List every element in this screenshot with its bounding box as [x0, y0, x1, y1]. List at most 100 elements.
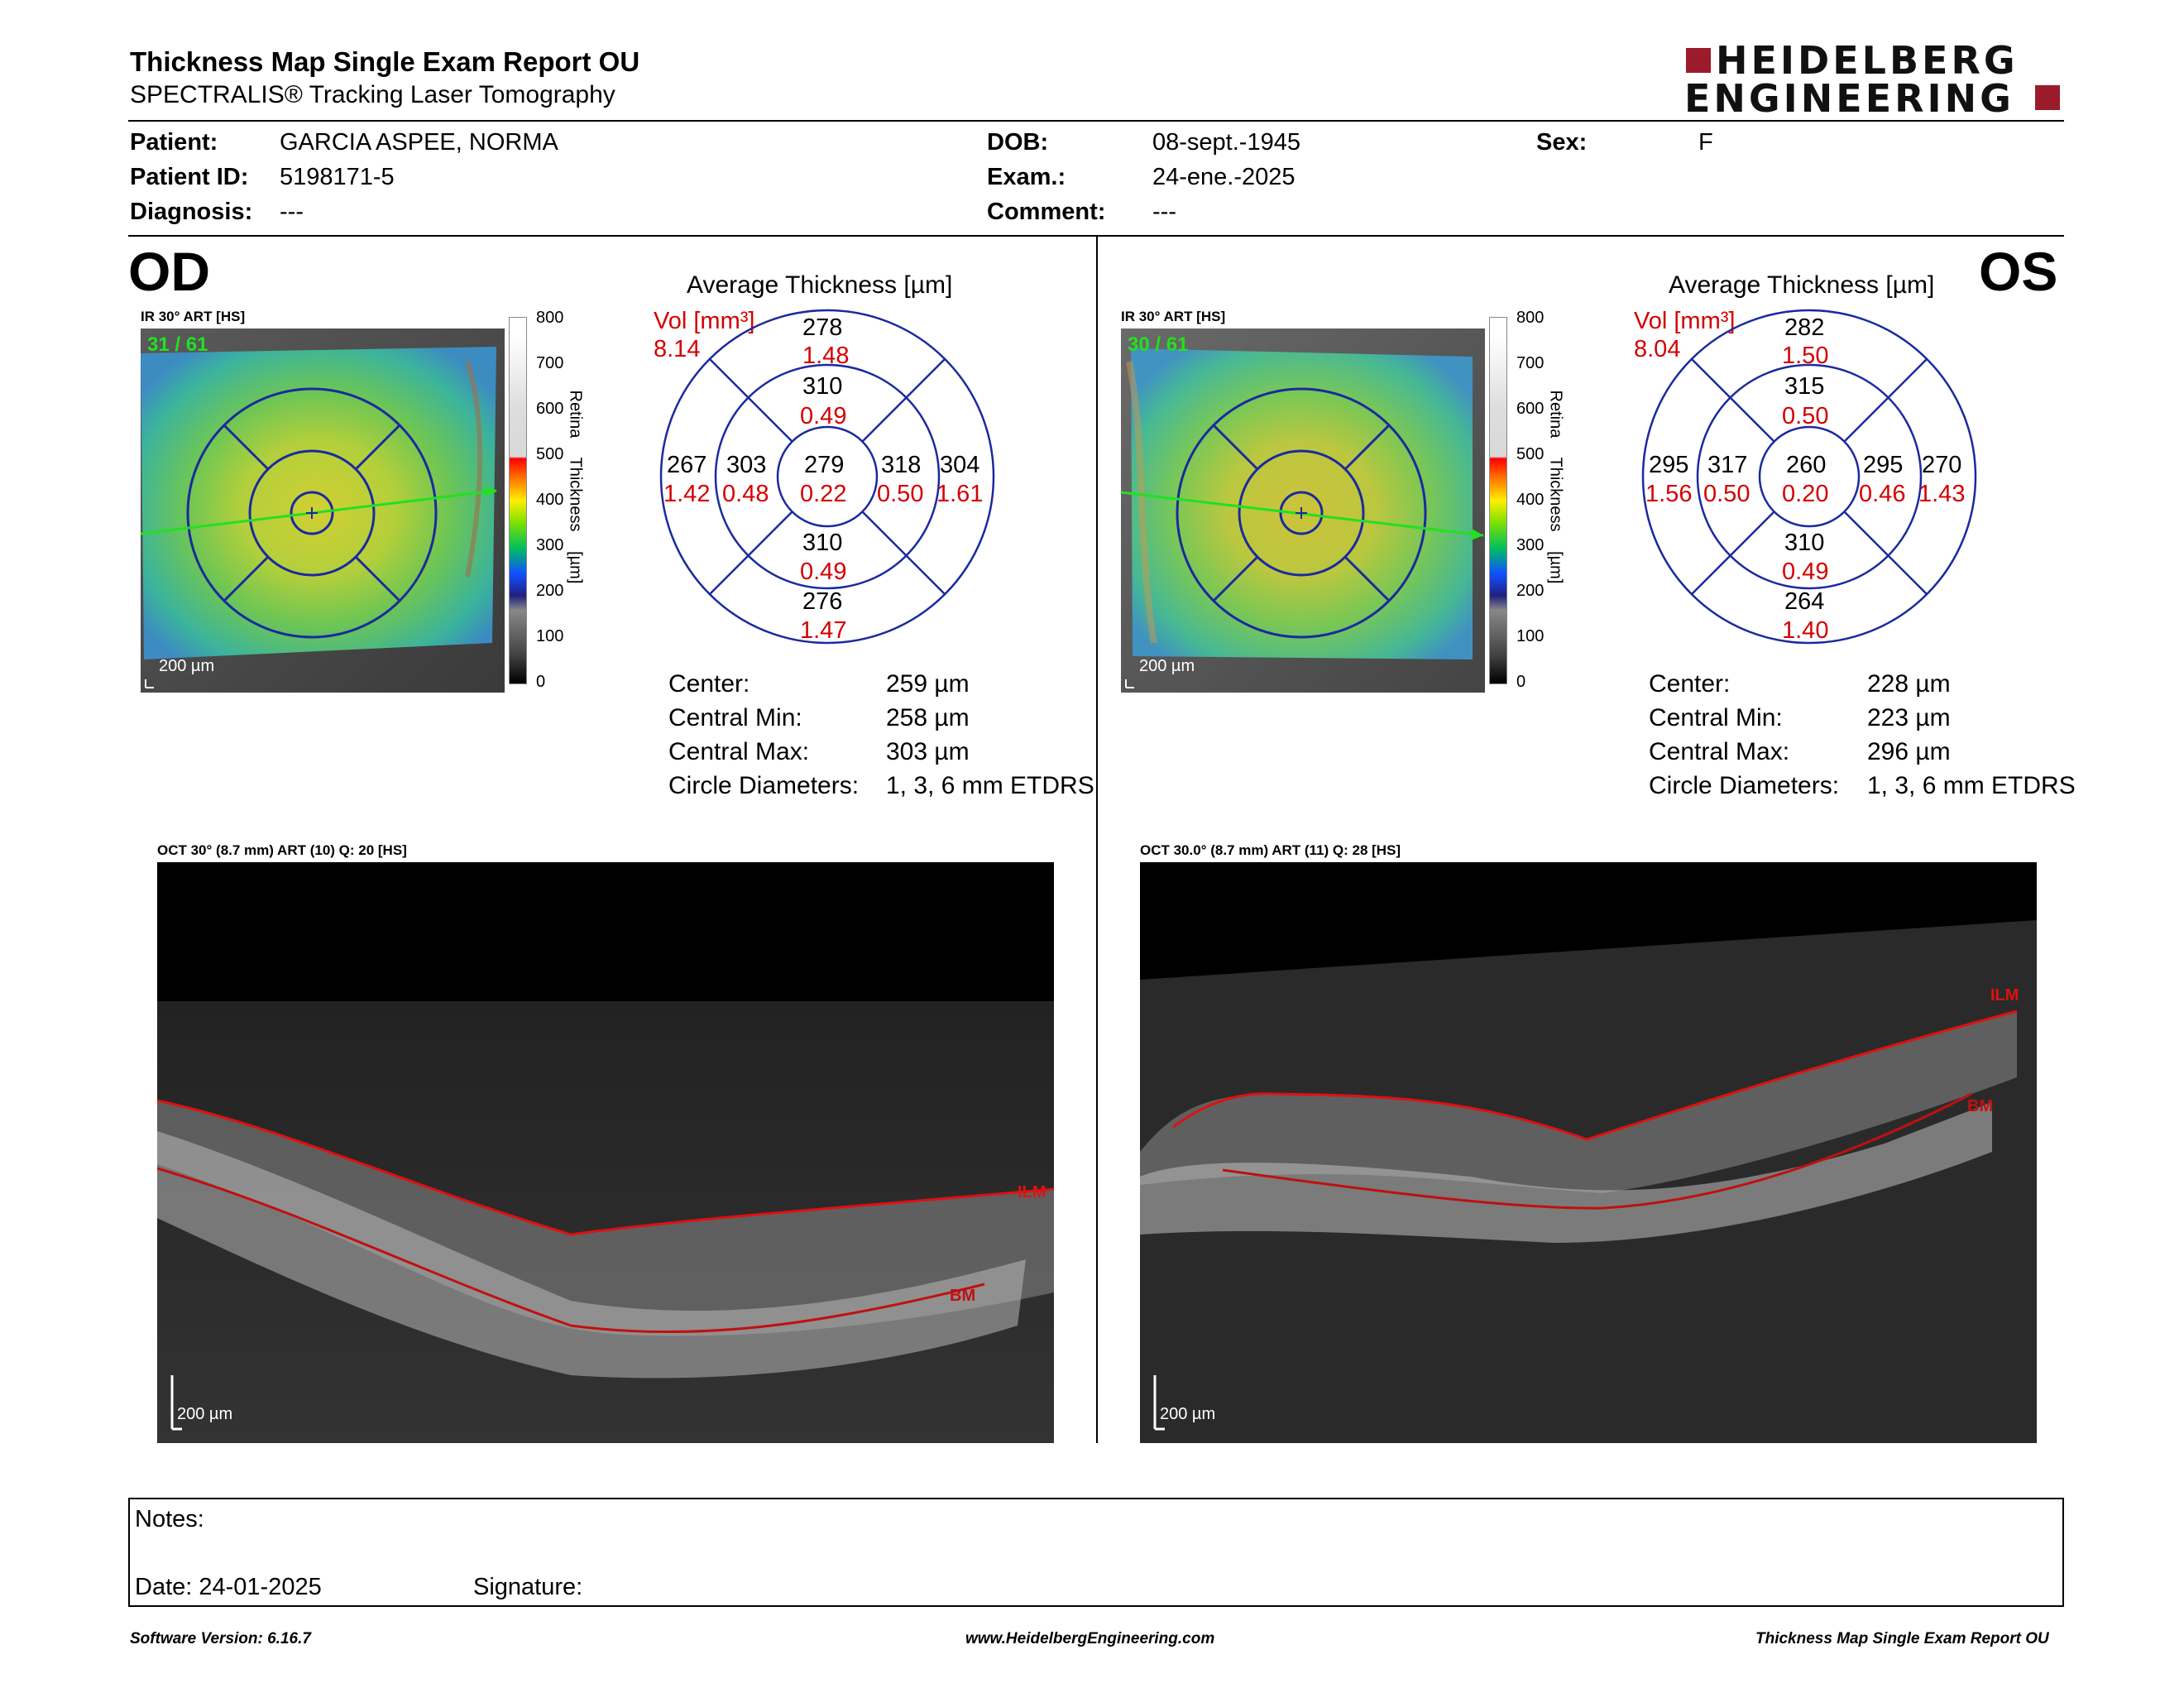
od-ilm-label: ILM	[1018, 1183, 1046, 1201]
od-inner-sup-vol: 0.49	[800, 403, 847, 429]
od-stat-value: 1, 3, 6 mm ETDRS	[886, 772, 1094, 799]
os-stat-value: 228 µm	[1867, 670, 1951, 698]
patient-id-label: Patient ID:	[130, 164, 249, 190]
os-outer-inf-vol: 1.40	[1782, 617, 1829, 644]
notes-label: Notes:	[135, 1506, 204, 1532]
od-oct-scalebar: 200 µm	[177, 1405, 233, 1423]
diagnosis-label: Diagnosis:	[130, 199, 253, 225]
patient-label: Patient:	[130, 129, 218, 156]
logo-square-top	[1686, 48, 1711, 73]
signature-label: Signature:	[473, 1574, 583, 1600]
os-outer-right-thk: 270	[1922, 452, 1962, 478]
notes-box[interactable]: Notes: Date: 24-01-2025 Signature:	[128, 1498, 2064, 1607]
os-inner-right-thk: 295	[1863, 452, 1904, 478]
os-stat-value: 223 µm	[1867, 704, 1951, 731]
os-frame-count: 30 / 61	[1128, 333, 1189, 356]
od-stat-value: 303 µm	[886, 738, 970, 765]
od-tick: 100	[536, 627, 564, 645]
os-inner-inf-thk: 310	[1784, 530, 1825, 556]
od-outer-right-thk: 304	[940, 452, 980, 478]
os-thickness-map: 30 / 61 200 µm	[1121, 328, 1485, 693]
od-stat-label: Center:	[668, 670, 750, 698]
os-inner-sup-thk: 315	[1784, 373, 1825, 400]
report-title: Thickness Map Single Exam Report OU	[130, 46, 640, 77]
os-oct-scan: ILM BM 200 µm	[1140, 862, 2037, 1443]
od-outer-inf-vol: 1.47	[800, 617, 847, 644]
od-outer-sup-vol: 1.48	[802, 343, 850, 369]
od-tick: 0	[536, 673, 546, 691]
os-outer-sup-thk: 282	[1784, 314, 1825, 341]
od-inner-left-thk: 303	[726, 452, 767, 478]
patient-name: GARCIA ASPEE, NORMA	[280, 129, 558, 156]
os-ir-label: IR 30° ART [HS]	[1121, 309, 1226, 324]
os-outer-left-thk: 295	[1649, 452, 1689, 478]
od-tick: 200	[536, 582, 564, 600]
os-stat-value: 296 µm	[1867, 738, 1951, 765]
od-tick: 300	[536, 536, 564, 554]
os-avg-title: Average Thickness [µm]	[1669, 271, 1935, 299]
os-tick: 100	[1516, 627, 1545, 645]
os-inner-left-vol: 0.50	[1703, 481, 1751, 507]
od-thickness-map: 31 / 61 200 µm	[141, 328, 505, 693]
os-oct-label: OCT 30.0° (8.7 mm) ART (11) Q: 28 [HS]	[1140, 842, 1401, 858]
od-oct-scan: ILM BM 200 µm	[157, 862, 1054, 1443]
sex-label: Sex:	[1536, 129, 1588, 156]
footer-report-title: Thickness Map Single Exam Report OU	[1755, 1630, 2049, 1647]
od-outer-left-thk: 267	[667, 452, 707, 478]
patient-id: 5198171-5	[280, 164, 395, 190]
od-scalebar-label: 200 µm	[159, 657, 215, 675]
od-center-thk: 279	[804, 452, 845, 478]
header-divider	[128, 120, 2064, 122]
od-inner-right-vol: 0.50	[877, 481, 924, 507]
exam-label: Exam.:	[987, 164, 1066, 190]
os-etdrs-grid	[1640, 307, 1979, 646]
os-outer-sup-vol: 1.50	[1782, 343, 1829, 369]
os-vol-label: Vol [mm³]	[1634, 308, 1736, 334]
od-colorscale-title: Retina Thickness [µm]	[566, 390, 585, 584]
os-scalebar-label: 200 µm	[1139, 657, 1195, 675]
os-inner-right-vol: 0.46	[1859, 481, 1906, 507]
od-stat-label: Central Max:	[668, 738, 810, 765]
os-outer-right-vol: 1.43	[1918, 481, 1966, 507]
eye-divider	[1096, 237, 1098, 1443]
comment-label: Comment:	[987, 199, 1106, 225]
logo-square-bottom	[2035, 85, 2060, 110]
od-inner-sup-thk: 310	[802, 373, 843, 400]
od-tick: 600	[536, 400, 564, 418]
od-tick: 400	[536, 491, 564, 509]
dob-label: DOB:	[987, 129, 1049, 156]
od-inner-inf-vol: 0.49	[800, 559, 847, 585]
os-tick: 800	[1516, 309, 1545, 327]
exam-value: 24-ene.-2025	[1152, 164, 1296, 190]
od-outer-sup-thk: 278	[802, 314, 843, 341]
comment-value: ---	[1152, 199, 1176, 225]
os-center-thk: 260	[1786, 452, 1827, 478]
od-stat-label: Central Min:	[668, 704, 802, 731]
od-inner-inf-thk: 310	[802, 530, 843, 556]
od-stat-value: 259 µm	[886, 670, 970, 698]
website-link[interactable]: www.HeidelbergEngineering.com	[965, 1630, 1215, 1647]
logo-line1: HEIDELBERG	[1716, 38, 2019, 83]
os-colorscale-bar	[1489, 317, 1507, 684]
os-outer-inf-thk: 264	[1784, 588, 1825, 615]
os-inner-left-thk: 317	[1707, 452, 1748, 478]
os-inner-sup-vol: 0.50	[1782, 403, 1829, 429]
od-outer-inf-thk: 276	[802, 588, 843, 615]
od-frame-count: 31 / 61	[147, 333, 208, 356]
od-label: OD	[128, 241, 210, 302]
diagnosis-value: ---	[280, 199, 304, 225]
os-tick: 200	[1516, 582, 1545, 600]
report-subtitle: SPECTRALIS® Tracking Laser Tomography	[130, 81, 615, 108]
os-tick: 300	[1516, 536, 1545, 554]
os-stat-label: Center:	[1649, 670, 1731, 698]
os-outer-left-vol: 1.56	[1645, 481, 1693, 507]
os-vol-total: 8.04	[1634, 336, 1681, 362]
od-outer-right-vol: 1.61	[936, 481, 984, 507]
patient-divider	[128, 235, 2064, 237]
od-tick: 500	[536, 445, 564, 463]
od-inner-left-vol: 0.48	[722, 481, 769, 507]
od-stat-value: 258 µm	[886, 704, 970, 731]
os-stat-label: Central Max:	[1649, 738, 1790, 765]
date-label: Date: 24-01-2025	[135, 1574, 322, 1600]
os-tick: 0	[1516, 673, 1526, 691]
